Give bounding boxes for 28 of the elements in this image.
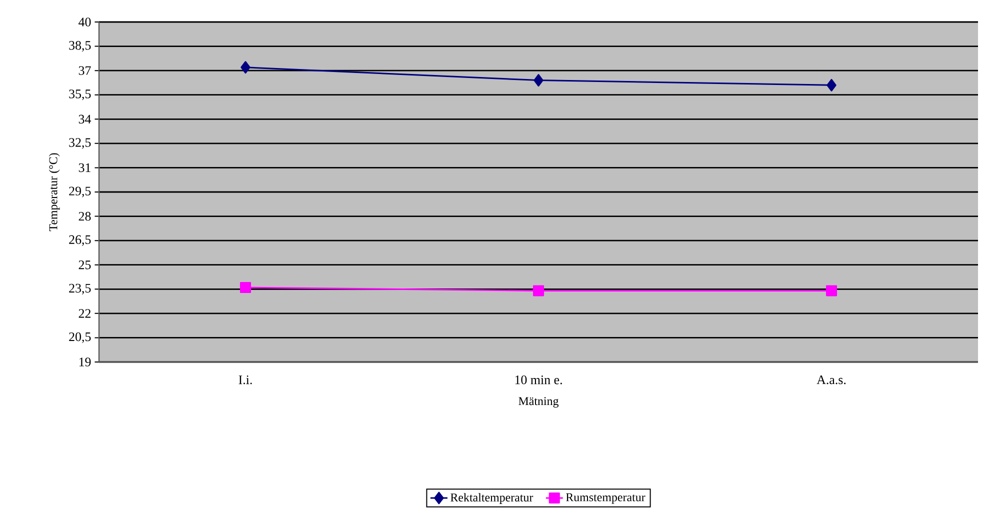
y-tick-label: 40 xyxy=(78,18,91,26)
y-tick-label: 26,5 xyxy=(69,235,91,246)
y-tick-label: 38,5 xyxy=(69,40,91,52)
y-tick-label: 23,5 xyxy=(69,284,91,294)
y-tick-label: 31 xyxy=(78,163,90,172)
y-tick-label: 37 xyxy=(78,66,91,75)
legend-label: Rektaltemperatur xyxy=(450,493,534,504)
y-tick-label: 35,5 xyxy=(69,90,91,100)
point xyxy=(240,61,250,74)
point xyxy=(826,78,836,92)
y-tick-label: 20,5 xyxy=(69,332,91,344)
y-axis-title: Temperatur (°C) xyxy=(48,153,60,232)
x-tick-label: A.a.s. xyxy=(816,375,846,384)
y-tick-label: 25 xyxy=(78,260,91,270)
x-tick-label: 10 min e. xyxy=(515,375,562,384)
point xyxy=(826,285,838,296)
point xyxy=(240,282,252,294)
y-tick-label: 29,5 xyxy=(69,186,91,198)
y-tick-label: 19 xyxy=(79,358,91,366)
x-tick-label: I.i. xyxy=(238,375,252,384)
y-tick-label: 34 xyxy=(78,114,92,124)
y-tick-label: 32,5 xyxy=(69,138,91,149)
y-tick-label: 22 xyxy=(78,309,91,318)
point xyxy=(532,285,544,296)
y-tick-label: 28 xyxy=(78,212,91,221)
legend-label: Rumstemperatur xyxy=(566,493,646,504)
point xyxy=(534,74,544,87)
x-axis-title: Mätning xyxy=(518,397,559,408)
